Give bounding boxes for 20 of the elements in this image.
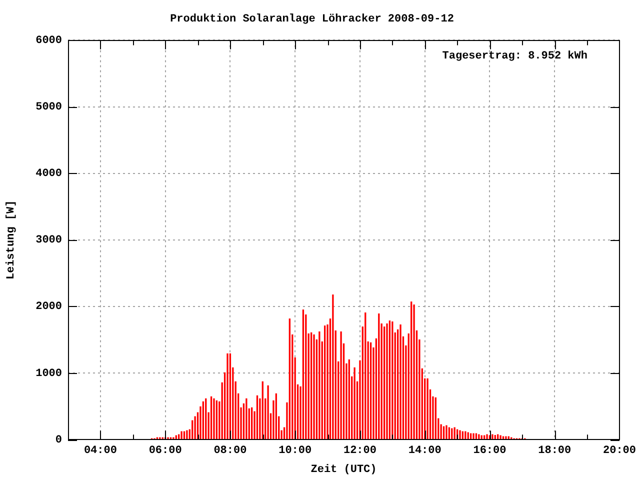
x-tick-label: 10:00 <box>278 444 312 457</box>
y-tick-label: 0 <box>55 434 62 446</box>
y-tick-label: 5000 <box>36 102 62 114</box>
x-tick-label: 20:00 <box>602 444 636 457</box>
y-tick-label: 6000 <box>36 34 62 47</box>
annotation: Tagesertrag: 8.952 kWh <box>442 50 588 62</box>
x-tick-label: 18:00 <box>538 444 572 457</box>
y-axis-title: Leistung [W] <box>5 200 18 280</box>
chart-title: Produktion Solaranlage Löhracker 2008-09-12 <box>170 13 454 26</box>
x-tick-label: 04:00 <box>84 444 117 457</box>
x-tick-label: 16:00 <box>473 444 506 457</box>
x-tick-label: 08:00 <box>214 444 247 457</box>
x-tick-label: 06:00 <box>148 444 182 457</box>
y-tick-label: 1000 <box>36 368 62 380</box>
y-tick-label: 2000 <box>36 301 62 314</box>
y-tick-label: 3000 <box>36 234 62 247</box>
x-tick-label: 14:00 <box>408 444 442 457</box>
x-axis-title: Zeit (UTC) <box>310 464 377 476</box>
x-tick-label: 12:00 <box>343 444 376 457</box>
y-tick-label: 4000 <box>36 168 62 180</box>
